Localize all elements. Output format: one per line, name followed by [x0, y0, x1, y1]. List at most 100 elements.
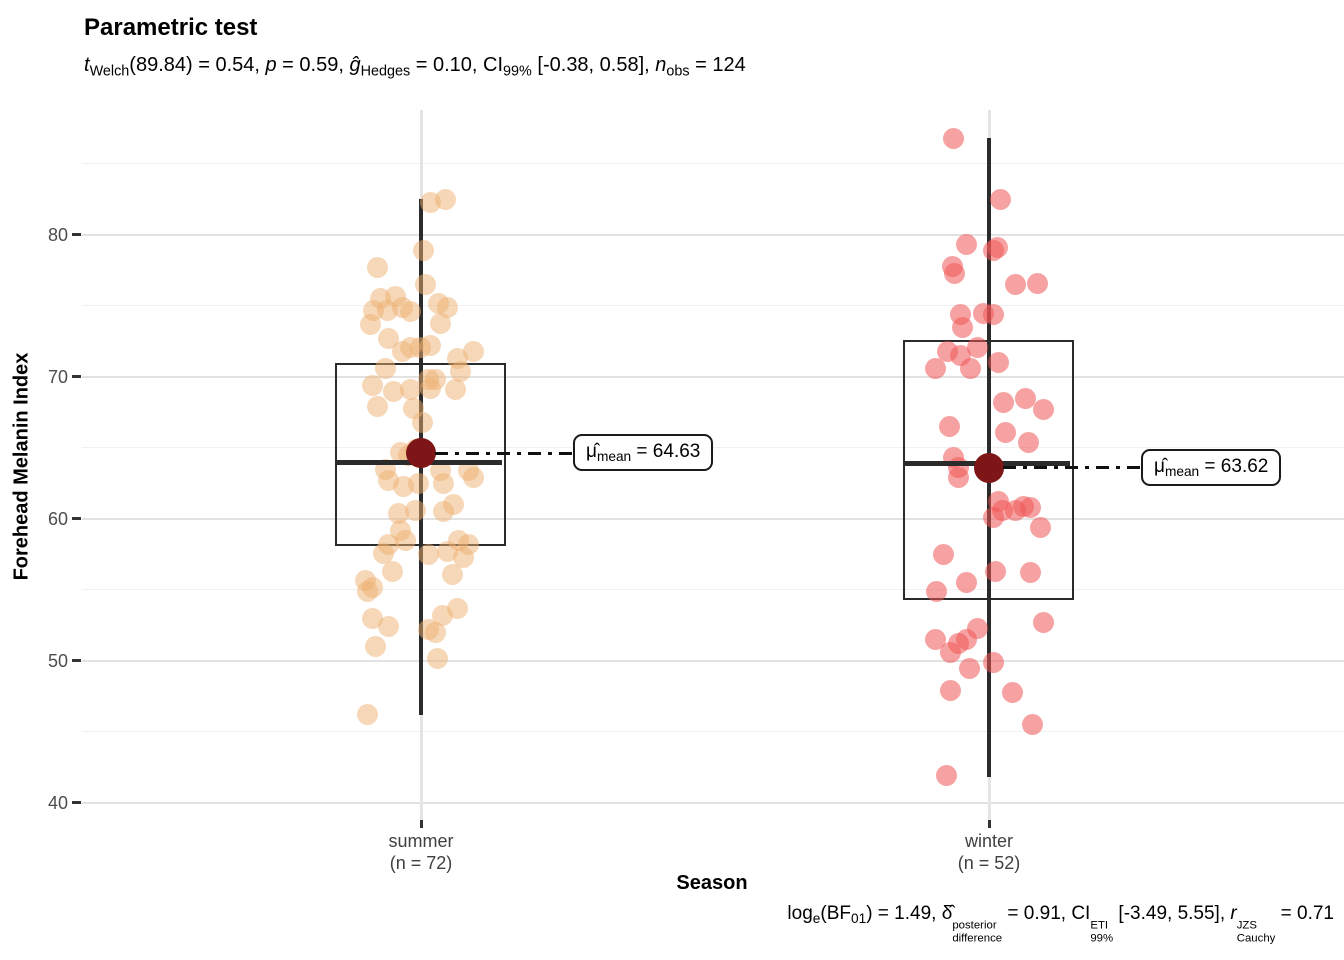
jitter-point-winter: [989, 188, 1011, 210]
jitter-point-summer: [369, 288, 391, 310]
jitter-point-winter: [982, 507, 1004, 529]
jitter-point-winter: [959, 357, 981, 379]
jitter-point-summer: [356, 704, 378, 726]
jitter-point-winter: [947, 467, 969, 489]
jitter-point-summer: [411, 411, 433, 433]
gridline-minor: [82, 305, 1344, 307]
stats-caption: loge(BF01) = 1.49, δ̂ posterior difference…: [787, 903, 1334, 945]
jitter-point-winter: [925, 580, 947, 602]
jitter-point-winter: [1001, 681, 1023, 703]
jitter-point-winter: [947, 633, 969, 655]
jitter-point-winter: [924, 357, 946, 379]
x-tick-mark: [987, 820, 991, 828]
mean-label-summer: μ̂mean = 64.63: [573, 434, 714, 472]
y-tick-label: 60: [47, 508, 68, 529]
jitter-point-summer: [374, 357, 396, 379]
jitter-point-summer: [399, 301, 421, 323]
category-name: summer: [388, 831, 454, 851]
jitter-point-winter: [1019, 497, 1041, 519]
y-tick-mark: [72, 233, 81, 237]
jitter-point-summer: [387, 502, 409, 524]
jitter-point-winter: [984, 561, 1006, 582]
jitter-point-summer: [364, 636, 386, 658]
jitter-point-winter: [939, 680, 961, 702]
mean-label-winter: μ̂mean = 63.62: [1141, 448, 1282, 486]
mean-connector-summer: [435, 451, 574, 455]
x-category-label-winter: winter (n = 52): [909, 830, 1069, 874]
y-tick-mark: [72, 375, 81, 379]
jitter-point-winter: [1026, 272, 1048, 294]
category-n: (n = 52): [957, 853, 1021, 873]
gridline-major: [82, 233, 1344, 236]
jitter-point-summer: [419, 335, 441, 357]
jitter-point-winter: [1032, 399, 1054, 421]
jitter-point-summer: [462, 340, 484, 362]
y-tick-label: 80: [47, 224, 68, 245]
jitter-point-summer: [399, 379, 421, 401]
script-stack: JZS Cauchy: [1236, 919, 1276, 945]
jitter-point-winter: [1004, 274, 1026, 296]
jitter-point-summer: [391, 340, 413, 362]
plot-panel: μ̂mean = 64.63 μ̂mean = 63.62: [82, 110, 1344, 820]
category-name: winter: [964, 831, 1013, 851]
x-category-label-summer: summer (n = 72): [341, 830, 501, 874]
jitter-point-summer: [361, 374, 383, 396]
gridline-major: [82, 517, 1344, 520]
jitter-point-winter: [982, 303, 1004, 325]
jitter-point-summer: [382, 380, 404, 402]
jitter-point-summer: [426, 647, 448, 669]
jitter-point-winter: [938, 416, 960, 438]
mean-connector-winter: [1003, 466, 1142, 470]
jitter-point-winter: [1032, 612, 1054, 634]
jitter-point-winter: [1021, 714, 1043, 736]
jitter-point-summer: [407, 472, 429, 494]
gridline-major: [82, 659, 1344, 662]
gridline-minor: [82, 731, 1344, 733]
jitter-point-summer: [412, 240, 434, 262]
jitter-point-summer: [372, 542, 394, 564]
jitter-point-winter: [987, 352, 1009, 374]
jitter-point-summer: [449, 360, 471, 382]
y-tick-mark: [72, 801, 81, 805]
jitter-point-winter: [942, 127, 964, 149]
y-tick-label: 40: [47, 792, 68, 813]
jitter-point-summer: [446, 597, 468, 619]
mean-dot-summer: [406, 438, 436, 469]
jitter-point-summer: [361, 607, 383, 629]
gridline-major: [82, 375, 1344, 378]
y-axis-title: Forehead Melanin Index: [10, 352, 33, 581]
gridline-minor: [82, 163, 1344, 165]
jitter-point-summer: [361, 576, 383, 598]
jitter-point-summer: [441, 563, 463, 585]
jitter-point-summer: [366, 396, 388, 418]
jitter-point-winter: [924, 629, 946, 651]
jitter-point-summer: [414, 274, 436, 296]
box-winter: [903, 340, 1074, 601]
jitter-point-winter: [955, 234, 977, 256]
jitter-point-winter: [994, 421, 1016, 443]
jitter-point-winter: [982, 651, 1004, 673]
script-stack: posterior difference: [952, 919, 1003, 945]
jitter-point-summer: [432, 472, 454, 494]
jitter-point-winter: [932, 543, 954, 565]
jitter-point-summer: [434, 188, 456, 210]
jitter-point-winter: [982, 240, 1004, 262]
jitter-point-winter: [966, 336, 988, 358]
jitter-point-summer: [424, 622, 446, 644]
jitter-point-summer: [444, 379, 466, 401]
script-stack: ETI 99%: [1090, 919, 1114, 945]
gridline-minor: [82, 589, 1344, 591]
y-tick-label: 50: [47, 650, 68, 671]
y-tick-label: 70: [47, 366, 68, 387]
jitter-point-summer: [359, 313, 381, 335]
category-n: (n = 72): [389, 853, 453, 873]
jitter-point-winter: [992, 392, 1014, 414]
y-tick-mark: [72, 517, 81, 521]
x-tick-mark: [419, 820, 423, 828]
jitter-point-winter: [943, 262, 965, 284]
jitter-point-summer: [377, 616, 399, 638]
plot-title: Parametric test: [84, 14, 258, 41]
x-axis-title: Season: [676, 872, 748, 894]
jitter-point-summer: [442, 494, 464, 516]
